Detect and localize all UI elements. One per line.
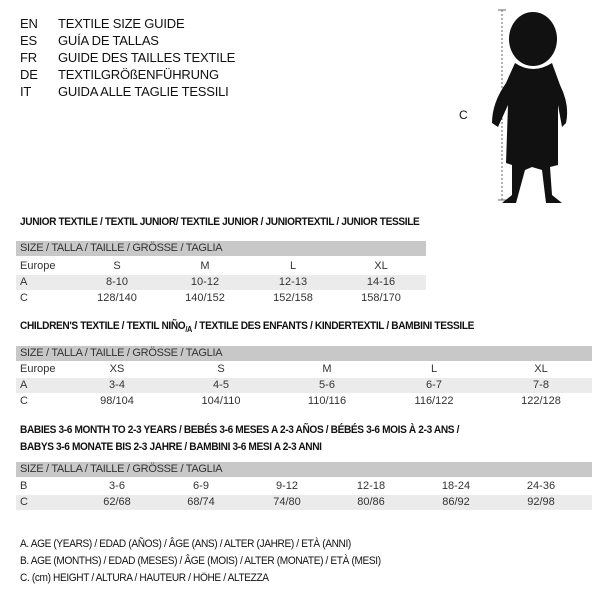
row-label: Europe bbox=[20, 260, 56, 272]
children-title-part: CHILDREN'S TEXTILE / TEXTIL NIÑO bbox=[20, 320, 186, 332]
table-cell: 128/140 bbox=[97, 292, 137, 304]
children-table-row: C 98/104 104/110 110/116 116/122 122/128 bbox=[16, 394, 592, 409]
height-measure-label: C bbox=[459, 108, 468, 122]
table-cell: 12-13 bbox=[278, 276, 308, 288]
lang-title-en: TEXTILE SIZE GUIDE bbox=[58, 16, 185, 31]
table-cell: 3-6 bbox=[109, 480, 125, 492]
babies-table-row: B 3-6 6-9 9-12 12-18 18-24 24-36 bbox=[16, 479, 592, 494]
table-cell: 3-4 bbox=[109, 379, 125, 391]
junior-table-row: Europe S M L XL bbox=[16, 259, 426, 274]
row-label: A bbox=[20, 276, 28, 288]
babies-section-title-line2: BABYS 3-6 MONATE BIS 2-3 JAHRE / BAMBINI… bbox=[20, 441, 322, 453]
children-size-header: SIZE / TALLA / TAILLE / GRÖSSE / TAGLIA bbox=[16, 346, 592, 361]
table-cell: 4-5 bbox=[213, 379, 229, 391]
table-cell: 6-7 bbox=[426, 379, 442, 391]
table-cell: 5-6 bbox=[319, 379, 335, 391]
row-label: C bbox=[20, 496, 28, 508]
row-label: C bbox=[20, 292, 28, 304]
table-cell: S bbox=[217, 363, 225, 375]
junior-table-row: A 8-10 10-12 12-13 14-16 bbox=[16, 275, 426, 290]
children-table-row: Europe XS S M L XL bbox=[16, 362, 592, 377]
lang-title-it: GUIDA ALLE TAGLIE TESSILI bbox=[58, 84, 229, 99]
table-cell: M bbox=[200, 260, 210, 272]
table-cell: 152/158 bbox=[273, 292, 313, 304]
lang-code-it: IT bbox=[20, 84, 32, 99]
table-cell: 18-24 bbox=[441, 480, 471, 492]
junior-size-header: SIZE / TALLA / TAILLE / GRÖSSE / TAGLIA bbox=[16, 241, 426, 256]
table-cell: XL bbox=[534, 363, 548, 375]
table-cell: 104/110 bbox=[201, 395, 241, 407]
table-cell: S bbox=[113, 260, 121, 272]
babies-size-header: SIZE / TALLA / TAILLE / GRÖSSE / TAGLIA bbox=[16, 462, 592, 477]
table-cell: 92/98 bbox=[527, 496, 555, 508]
row-label: Europe bbox=[20, 363, 56, 375]
table-cell: 14-16 bbox=[366, 276, 396, 288]
children-table-row: A 3-4 4-5 5-6 6-7 7-8 bbox=[16, 378, 592, 393]
table-cell: 7-8 bbox=[533, 379, 549, 391]
row-label: B bbox=[20, 480, 28, 492]
table-cell: 9-12 bbox=[275, 480, 299, 492]
table-cell: 8-10 bbox=[105, 276, 129, 288]
table-cell: L bbox=[430, 363, 438, 375]
baby-silhouette-icon bbox=[492, 9, 568, 203]
legend-a: A. AGE (YEARS) / EDAD (AÑOS) / ÂGE (ANS)… bbox=[20, 538, 351, 550]
table-cell: 140/152 bbox=[185, 292, 225, 304]
table-cell: 12-18 bbox=[356, 480, 386, 492]
table-cell: 122/128 bbox=[521, 395, 561, 407]
lang-code-de: DE bbox=[20, 67, 38, 82]
row-label: A bbox=[20, 379, 28, 391]
table-cell: L bbox=[289, 260, 297, 272]
row-label: C bbox=[20, 395, 28, 407]
lang-code-es: ES bbox=[20, 33, 37, 48]
table-cell: 62/68 bbox=[103, 496, 131, 508]
table-cell: M bbox=[322, 363, 332, 375]
lang-code-en: EN bbox=[20, 16, 38, 31]
babies-section-title-line1: BABIES 3-6 MONTH TO 2-3 YEARS / BEBÉS 3-… bbox=[20, 424, 460, 436]
table-cell: 74/80 bbox=[273, 496, 301, 508]
table-cell: 80/86 bbox=[357, 496, 385, 508]
legend-b: B. AGE (MONTHS) / EDAD (MESES) / ÂGE (MO… bbox=[20, 555, 381, 567]
table-cell: XL bbox=[374, 260, 388, 272]
table-cell: 98/104 bbox=[100, 395, 134, 407]
lang-title-fr: GUIDE DES TAILLES TEXTILE bbox=[58, 50, 236, 65]
table-cell: 158/170 bbox=[361, 292, 401, 304]
junior-section-title: JUNIOR TEXTILE / TEXTIL JUNIOR/ TEXTILE … bbox=[20, 216, 420, 228]
lang-title-es: GUÍA DE TALLAS bbox=[58, 33, 159, 48]
table-cell: 110/116 bbox=[307, 395, 347, 407]
table-cell: 86/92 bbox=[442, 496, 470, 508]
table-cell: 24-36 bbox=[526, 480, 556, 492]
table-cell: 10-12 bbox=[190, 276, 220, 288]
lang-code-fr: FR bbox=[20, 50, 37, 65]
children-title-part: / TEXTILE DES ENFANTS / KINDERTEXTIL / B… bbox=[191, 320, 475, 332]
table-cell: 116/122 bbox=[414, 395, 454, 407]
junior-table-row: C 128/140 140/152 152/158 158/170 bbox=[16, 291, 426, 306]
table-cell: XS bbox=[109, 363, 125, 375]
babies-table-row: C 62/68 68/74 74/80 80/86 86/92 92/98 bbox=[16, 495, 592, 510]
lang-title-de: TEXTILGRÖßENFÜHRUNG bbox=[58, 67, 219, 82]
children-title-sub: /A bbox=[185, 325, 192, 335]
table-cell: 6-9 bbox=[193, 480, 209, 492]
table-cell: 68/74 bbox=[187, 496, 215, 508]
children-section-title: CHILDREN'S TEXTILE / TEXTIL NIÑO/A / TEX… bbox=[20, 320, 474, 334]
legend-c: C. (cm) HEIGHT / ALTURA / HAUTEUR / HÖHE… bbox=[20, 572, 269, 584]
